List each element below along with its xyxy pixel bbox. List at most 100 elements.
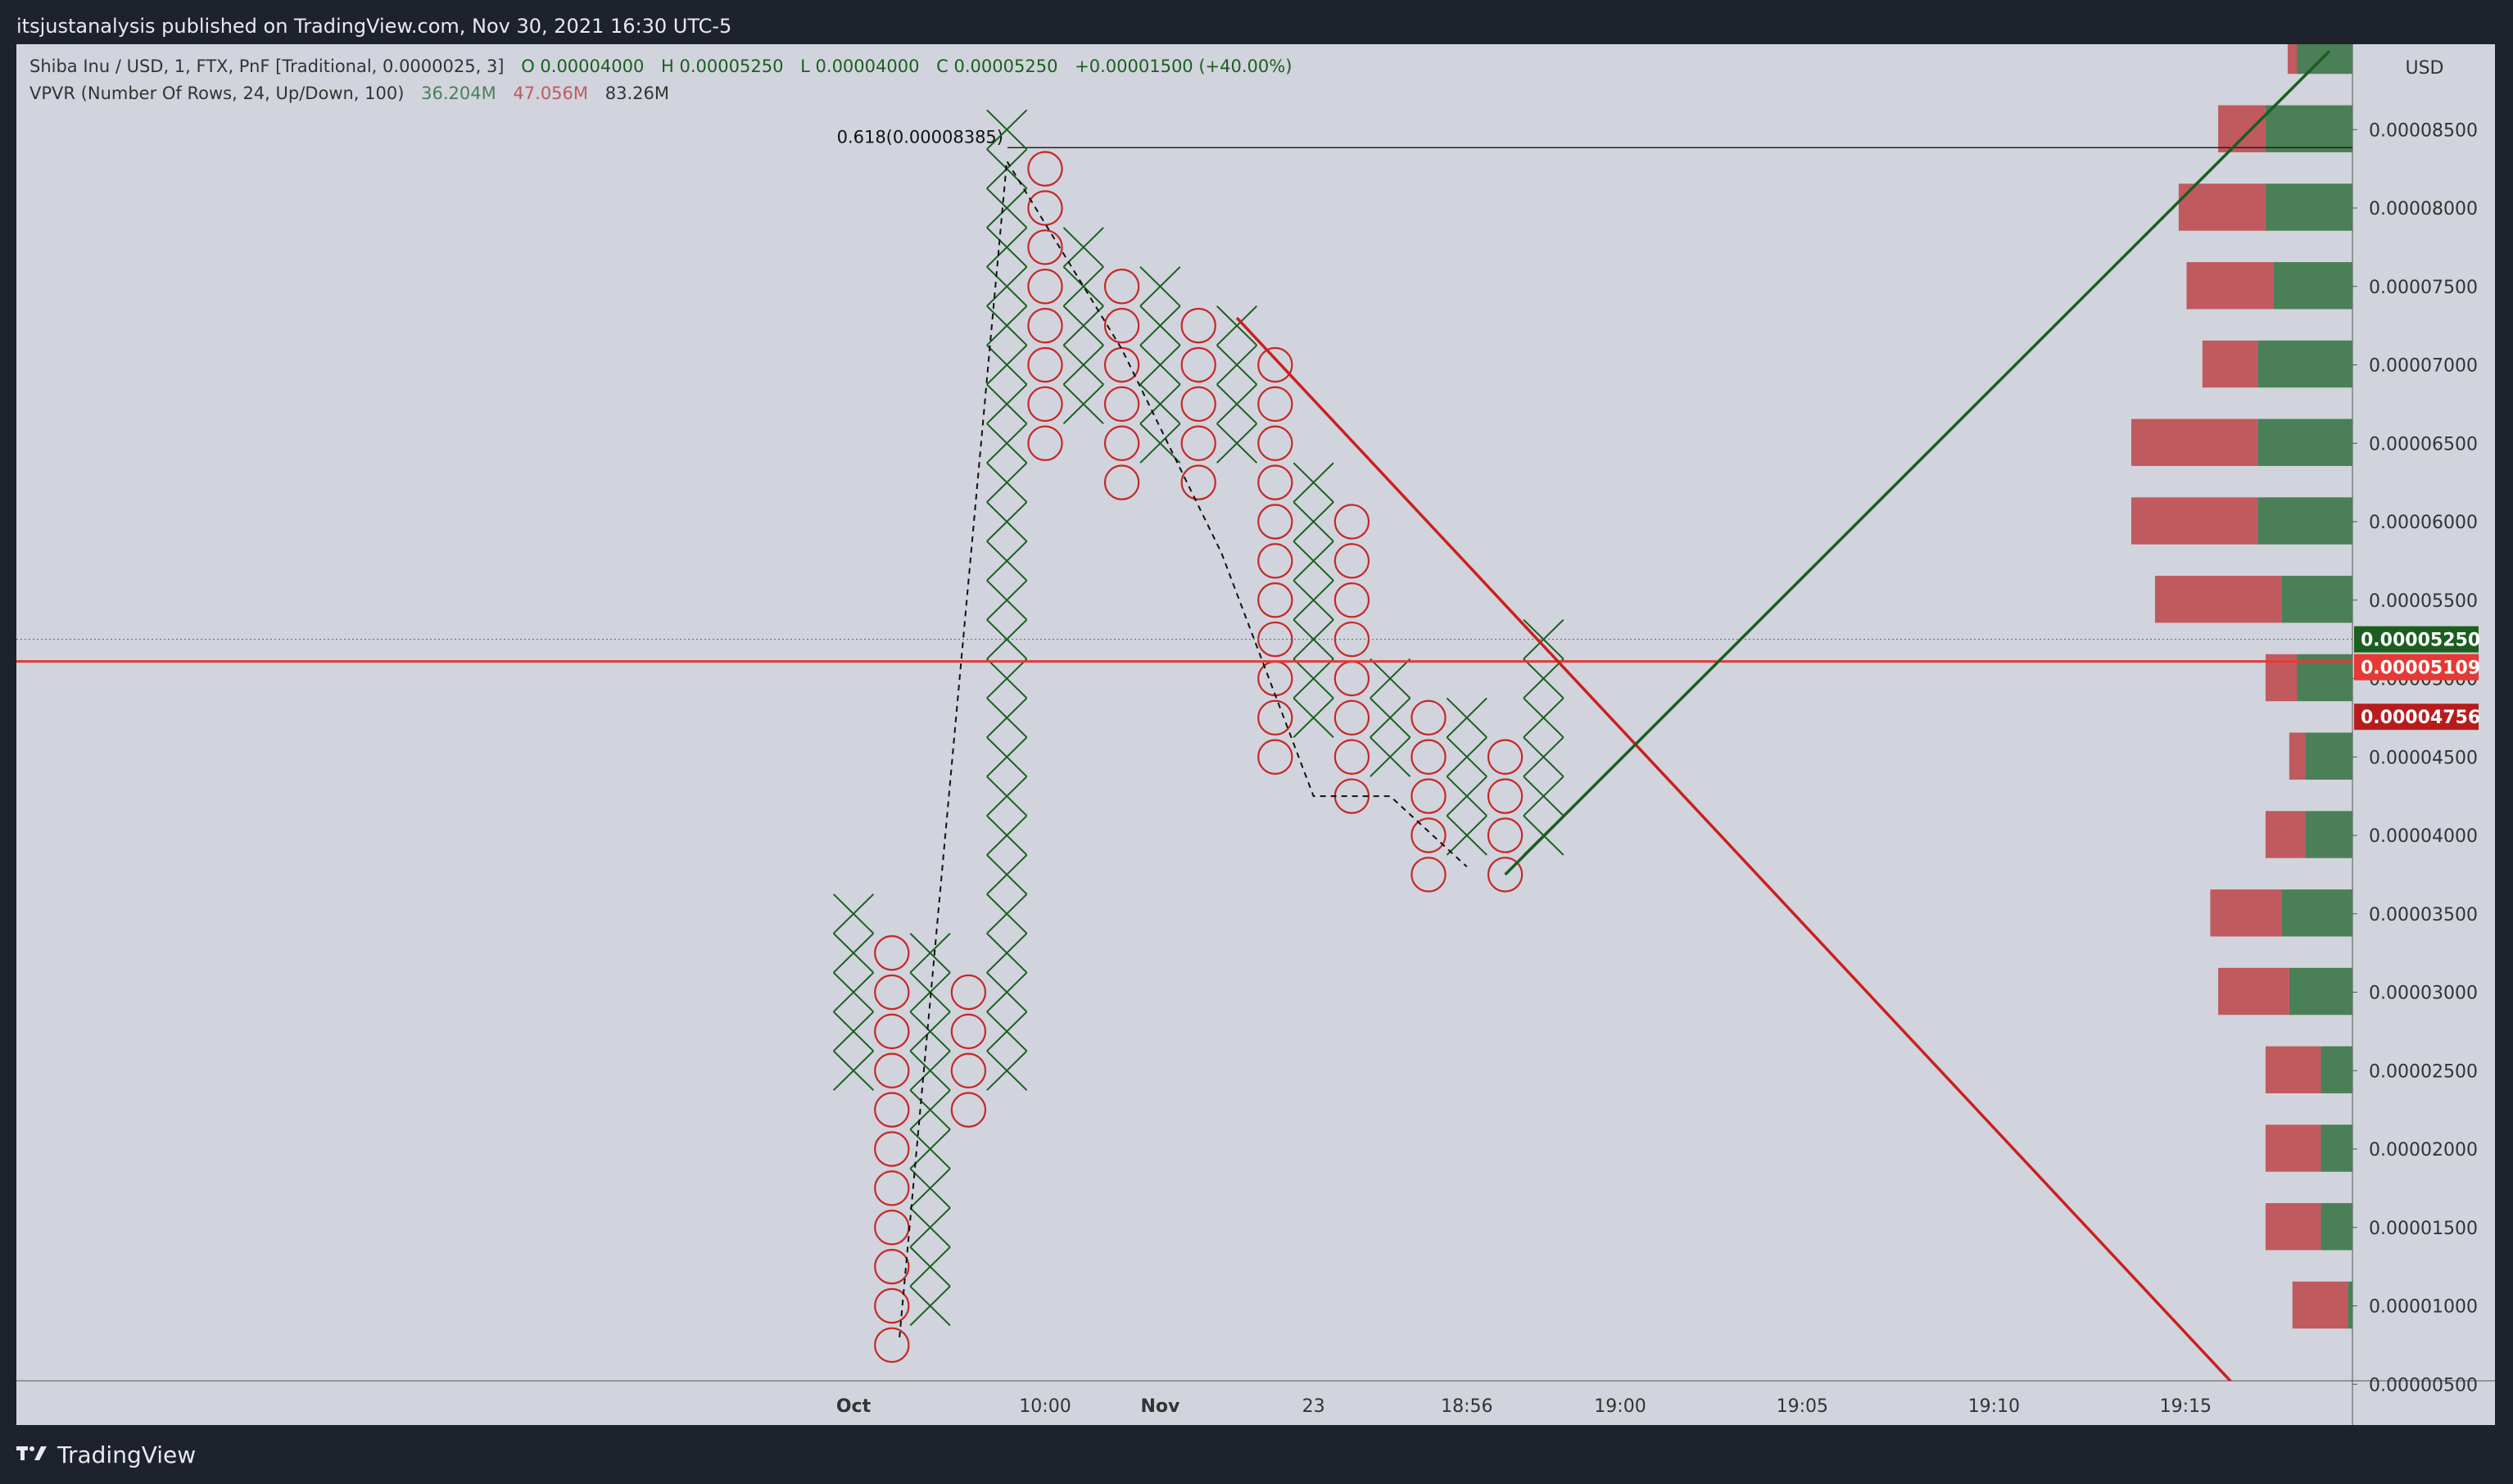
pnf-x-mark bbox=[909, 1050, 951, 1091]
volume-bar-down bbox=[2218, 967, 2289, 1016]
volume-bar-down bbox=[2154, 576, 2282, 623]
pnf-x-mark bbox=[986, 932, 1028, 974]
pnf-x-mark bbox=[986, 541, 1028, 581]
pnf-x-mark bbox=[909, 1246, 951, 1287]
price-tick-label: 0.00006500 bbox=[2369, 434, 2478, 455]
pnf-x-mark bbox=[1446, 697, 1487, 739]
pnf-o-mark bbox=[1027, 425, 1063, 461]
pnf-o-mark bbox=[1257, 699, 1293, 736]
volume-bar-down bbox=[2289, 732, 2306, 780]
legend-high-label: H bbox=[661, 57, 674, 76]
pnf-o-mark bbox=[874, 1131, 910, 1167]
pnf-x-mark bbox=[1062, 344, 1104, 386]
price-tick-label: 0.00002500 bbox=[2369, 1061, 2478, 1082]
legend-low-label: L bbox=[800, 57, 810, 76]
pnf-x-mark bbox=[986, 815, 1028, 856]
footer-brand: TradingView bbox=[57, 1441, 197, 1468]
publication-header: itsjustanalysis published on TradingView… bbox=[16, 10, 731, 43]
pnf-o-mark bbox=[874, 1327, 910, 1364]
pnf-o-mark bbox=[1333, 504, 1370, 540]
legend-low-value: 0.00004000 bbox=[816, 57, 920, 76]
pnf-o-mark bbox=[874, 1248, 910, 1285]
pnf-x-mark bbox=[986, 697, 1028, 739]
price-tag-label: 0.00005109 bbox=[2361, 658, 2480, 679]
pnf-x-mark bbox=[1062, 227, 1104, 268]
pnf-x-mark bbox=[1293, 697, 1334, 739]
price-tag bbox=[2354, 626, 2479, 653]
volume-bar-down bbox=[2202, 340, 2258, 388]
price-tick-label: 0.00007000 bbox=[2369, 356, 2478, 377]
green-ascending-trendline bbox=[1504, 50, 2331, 876]
volume-bar-up bbox=[2321, 1203, 2352, 1251]
volume-bar-up bbox=[2257, 340, 2352, 388]
pnf-o-mark bbox=[1410, 817, 1447, 853]
pnf-o-mark bbox=[1103, 307, 1140, 344]
volume-bar-down bbox=[2265, 1124, 2321, 1172]
pnf-o-mark bbox=[1410, 739, 1447, 775]
pnf-x-mark bbox=[1370, 736, 1411, 777]
pnf-x-mark bbox=[1370, 697, 1411, 739]
pnf-o-mark bbox=[1027, 229, 1063, 265]
volume-bar-up bbox=[2305, 732, 2352, 780]
pnf-x-mark bbox=[1139, 344, 1181, 386]
pnf-x-mark bbox=[986, 188, 1028, 228]
pnf-x-mark bbox=[986, 736, 1028, 777]
pnf-x-mark bbox=[832, 971, 875, 1013]
time-tick-label: 18:56 bbox=[1441, 1396, 1492, 1417]
volume-bar-down bbox=[2265, 1203, 2321, 1251]
chart-area[interactable]: 0.618(0.00008385) 0.00000500 0.00001000 0.… bbox=[16, 26, 2495, 1425]
pnf-o-mark bbox=[874, 934, 910, 971]
pnf-x-mark bbox=[986, 854, 1028, 895]
legend-vpvr-label: VPVR (Number Of Rows, 24, Up/Down, 100) bbox=[29, 84, 404, 103]
publication-text: itsjustanalysis published on TradingView… bbox=[16, 15, 732, 38]
footer: TradingView bbox=[16, 1430, 196, 1479]
volume-bar-down bbox=[2218, 105, 2266, 152]
volume-bar-up bbox=[2281, 576, 2352, 623]
price-tick-label: 0.00008500 bbox=[2369, 120, 2478, 141]
volume-bar-down bbox=[2178, 183, 2266, 231]
time-tick-label: Nov bbox=[1140, 1396, 1180, 1417]
volume-bar-down bbox=[2131, 497, 2258, 545]
pnf-o-mark bbox=[1333, 699, 1370, 736]
pnf-chart[interactable]: 0.618(0.00008385) 0.000005000.000010000.… bbox=[16, 26, 2495, 1425]
pnf-x-mark bbox=[832, 894, 875, 934]
time-tick-label: 19:00 bbox=[1594, 1396, 1646, 1417]
time-tick-label: Oct bbox=[836, 1396, 872, 1417]
pnf-o-mark bbox=[1103, 464, 1140, 500]
legend-vpvr-up: 36.204M bbox=[421, 84, 496, 103]
volume-bar-up bbox=[2321, 1046, 2352, 1093]
pnf-x-mark bbox=[1293, 462, 1334, 503]
price-axis: 0.00000500 0.00001000 0.00001500 0.00002000… bbox=[2352, 120, 2478, 1396]
pnf-x-mark bbox=[1139, 266, 1181, 307]
pnf-o-mark bbox=[1027, 269, 1063, 305]
pnf-o-mark bbox=[1257, 425, 1293, 461]
price-tag bbox=[2354, 654, 2479, 681]
volume-bar-down bbox=[2131, 419, 2258, 466]
pnf-o-mark bbox=[1103, 425, 1140, 461]
price-axis-background bbox=[2352, 44, 2495, 1425]
pnf-x-mark bbox=[986, 776, 1028, 817]
legend-change: +0.00001500 (+40.00%) bbox=[1075, 57, 1292, 76]
price-tick-label: 0.00001000 bbox=[2369, 1297, 2478, 1318]
time-tick-label: 10:00 bbox=[1019, 1396, 1071, 1417]
pnf-o-mark bbox=[1333, 582, 1370, 618]
pnf-o-mark bbox=[1333, 543, 1370, 579]
pnf-o-mark bbox=[1410, 778, 1447, 814]
legend-close-label: C bbox=[936, 57, 949, 76]
time-tick-label: 19:10 bbox=[1968, 1396, 2020, 1417]
pnf-x-mark bbox=[986, 109, 1028, 150]
price-tag-label: 0.00005250 bbox=[2361, 631, 2480, 651]
pnf-x-mark bbox=[986, 305, 1028, 346]
volume-bar-down bbox=[2287, 26, 2298, 75]
pnf-o-mark bbox=[1257, 464, 1293, 500]
pnf-o-mark bbox=[1487, 778, 1524, 814]
pnf-o-mark bbox=[1180, 346, 1216, 383]
fib-level-label: 0.618(0.00008385) bbox=[837, 127, 1003, 147]
fib-layer: 0.618(0.00008385) bbox=[837, 127, 2352, 149]
pnf-x-mark bbox=[909, 1011, 951, 1052]
pnf-x-mark bbox=[1446, 736, 1487, 777]
pnf-x-mark bbox=[1216, 383, 1258, 425]
pnf-x-mark bbox=[1293, 618, 1334, 660]
legend-symbol-row: Shiba Inu / USD, 1, FTX, PnF [Traditiona… bbox=[29, 57, 1292, 76]
pnf-x-mark bbox=[1062, 383, 1104, 425]
